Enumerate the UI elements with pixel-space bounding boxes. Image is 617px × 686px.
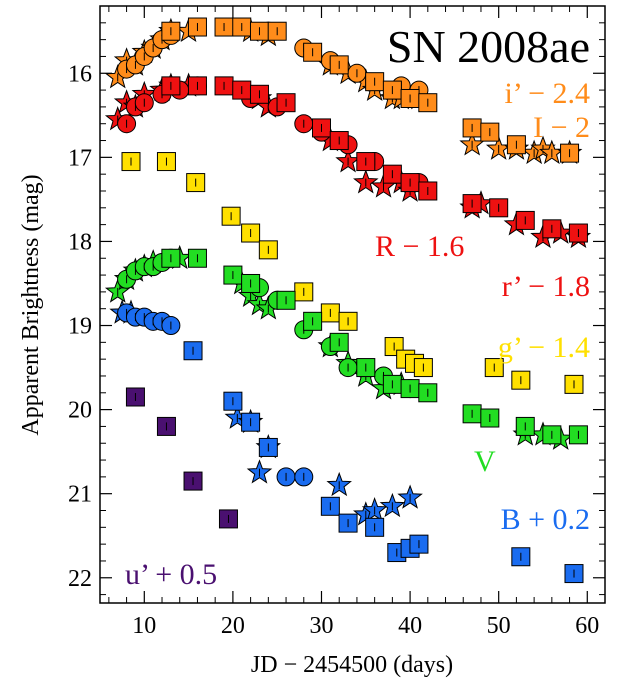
y-tick-label: 22 [68,566,92,592]
y-axis-label: Apparent Brightness (mag) [18,174,44,435]
x-tick-label: 10 [132,613,156,639]
label-R: R − 1.6 [375,230,464,263]
x-tick-label: 60 [575,613,599,639]
label-g-prime: g’ − 1.4 [498,331,590,364]
chart-title: SN 2008ae [387,21,590,72]
label-u-prime: u’ + 0.5 [125,558,217,591]
data-points [104,17,592,584]
y-tick-label: 16 [68,61,92,87]
label-B: B + 0.2 [501,503,590,536]
y-tick-label: 21 [68,482,92,508]
x-tick-label: 30 [309,613,333,639]
axis-ticks: 10 20 30 40 50 60 16 17 18 19 20 21 22 [68,6,605,639]
plot-frame [99,5,606,604]
label-I: I − 2 [533,111,590,144]
x-tick-label: 40 [398,613,422,639]
y-tick-label: 20 [68,398,92,424]
label-V: V [474,445,496,478]
x-tick-label: 50 [487,613,511,639]
x-tick-label: 20 [221,613,245,639]
y-tick-label: 19 [68,314,92,340]
y-tick-label: 18 [68,229,92,255]
x-axis-label: JD − 2454500 (days) [251,652,453,678]
y-tick-label: 17 [68,145,92,171]
label-r-prime: r’ − 1.8 [502,270,590,303]
label-i-prime: i’ − 2.4 [504,77,590,110]
